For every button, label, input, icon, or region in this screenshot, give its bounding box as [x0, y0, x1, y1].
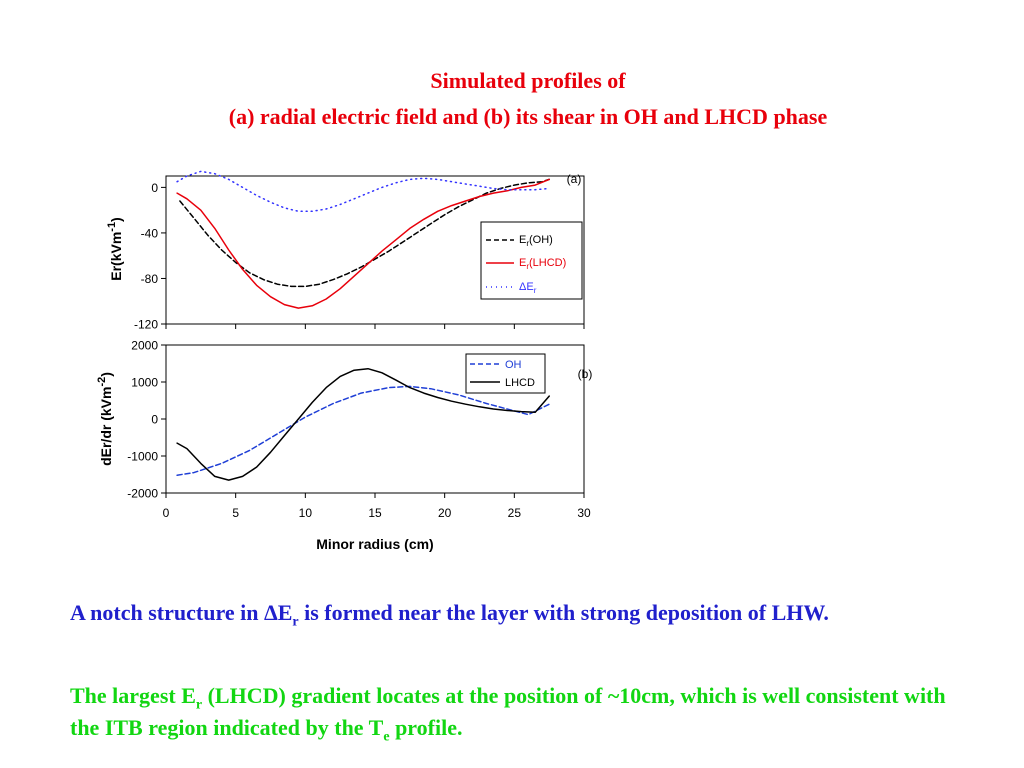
panel-b-xtick-label: 10 — [299, 506, 313, 520]
panel-b-ylabel-exp: -2 — [96, 377, 108, 387]
panel-b-series-0-line — [176, 385, 550, 476]
slide-title-line2: (a) radial electric field and (b) its sh… — [228, 104, 828, 129]
note-paragraph-1: A notch structure in ΔEr is formed near … — [70, 600, 829, 630]
panel-a-ylabel-main: Er(kVm — [108, 232, 124, 281]
chart-panel-b: (b) dEr/dr (kVm-2) Minor radius (cm) 200… — [96, 339, 592, 553]
panel-b-ytick-label: 2000 — [131, 339, 158, 353]
legend-a-lhcd-label: Er(LHCD) — [519, 257, 566, 271]
panel-a-ytick-label: 0 — [151, 181, 158, 195]
panel-b-ytick-label: 0 — [151, 413, 158, 427]
panel-a-ylabel-exp: -1 — [106, 222, 118, 232]
panel-a-ylabel-text: Er(kVm-1) — [106, 217, 124, 280]
panel-b-legend-box — [465, 353, 546, 394]
panel-a-legend: Er(OH) Er(LHCD) ΔEr — [480, 221, 583, 300]
panel-b-xtick-label: 30 — [577, 506, 591, 520]
panel-b-xlabel: Minor radius (cm) — [316, 536, 433, 552]
panel-b-label: (b) — [578, 367, 593, 381]
legend-b-lhcd-label: LHCD — [505, 377, 535, 389]
panel-b-series — [176, 367, 550, 481]
panel-a-label: (a) — [567, 172, 582, 186]
panel-b-y-ticks: 2000 1000 0 -1000 -2000 — [127, 339, 166, 501]
panel-b-ytick-label: -1000 — [127, 450, 158, 464]
panel-b-xtick-label: 25 — [508, 506, 522, 520]
panel-b-legend: OH LHCD — [465, 353, 546, 394]
panel-a-legend-box — [480, 221, 583, 300]
panel-b-ylabel-text: dEr/dr (kVm-2) — [96, 372, 114, 466]
panel-b-xtick-label: 20 — [438, 506, 452, 520]
panel-b-xtick-label: 5 — [232, 506, 239, 520]
panel-a-ylabel-close: ) — [108, 217, 124, 222]
panel-b-series-1-line — [176, 367, 550, 481]
panel-a-ytick-label: -80 — [141, 272, 159, 286]
panel-b-ylabel: dEr/dr (kVm-2) — [96, 372, 114, 466]
legend-a-oh-label: Er(OH) — [519, 234, 553, 248]
panel-a-ytick-label: -40 — [141, 226, 159, 240]
panel-a-series — [176, 170, 550, 309]
panel-b-xtick-label: 0 — [163, 506, 170, 520]
panel-a-series-1-line — [176, 178, 550, 309]
chart-panel-a: (a) Er(kVm-1) 0 -40 -80 -120 Er(OH) Er(LHCD… — [106, 170, 585, 332]
panel-b-ylabel-close: ) — [98, 372, 114, 377]
legend-b-oh-label: OH — [505, 359, 522, 371]
panel-a-ytick-label: -120 — [134, 318, 158, 332]
panel-a-x-ticks — [165, 324, 585, 329]
legend-a-delta-label: ΔEr — [519, 281, 537, 295]
panel-a-y-ticks: 0 -40 -80 -120 — [134, 181, 166, 332]
panel-a-ylabel: Er(kVm-1) — [106, 217, 124, 280]
panel-b-ylabel-main: dEr/dr (kVm — [98, 387, 114, 466]
panel-b-x-ticks: 0 5 10 15 20 25 30 — [163, 493, 591, 520]
slide-title-line1: Simulated profiles of — [430, 68, 626, 93]
panel-b-xtick-label: 15 — [368, 506, 382, 520]
panel-b-ytick-label: -2000 — [127, 487, 158, 501]
panel-b-ytick-label: 1000 — [131, 376, 158, 390]
note-paragraph-2: The largest Er (LHCD) gradient locates a… — [70, 683, 946, 745]
panel-a-series-2-line — [176, 170, 550, 213]
